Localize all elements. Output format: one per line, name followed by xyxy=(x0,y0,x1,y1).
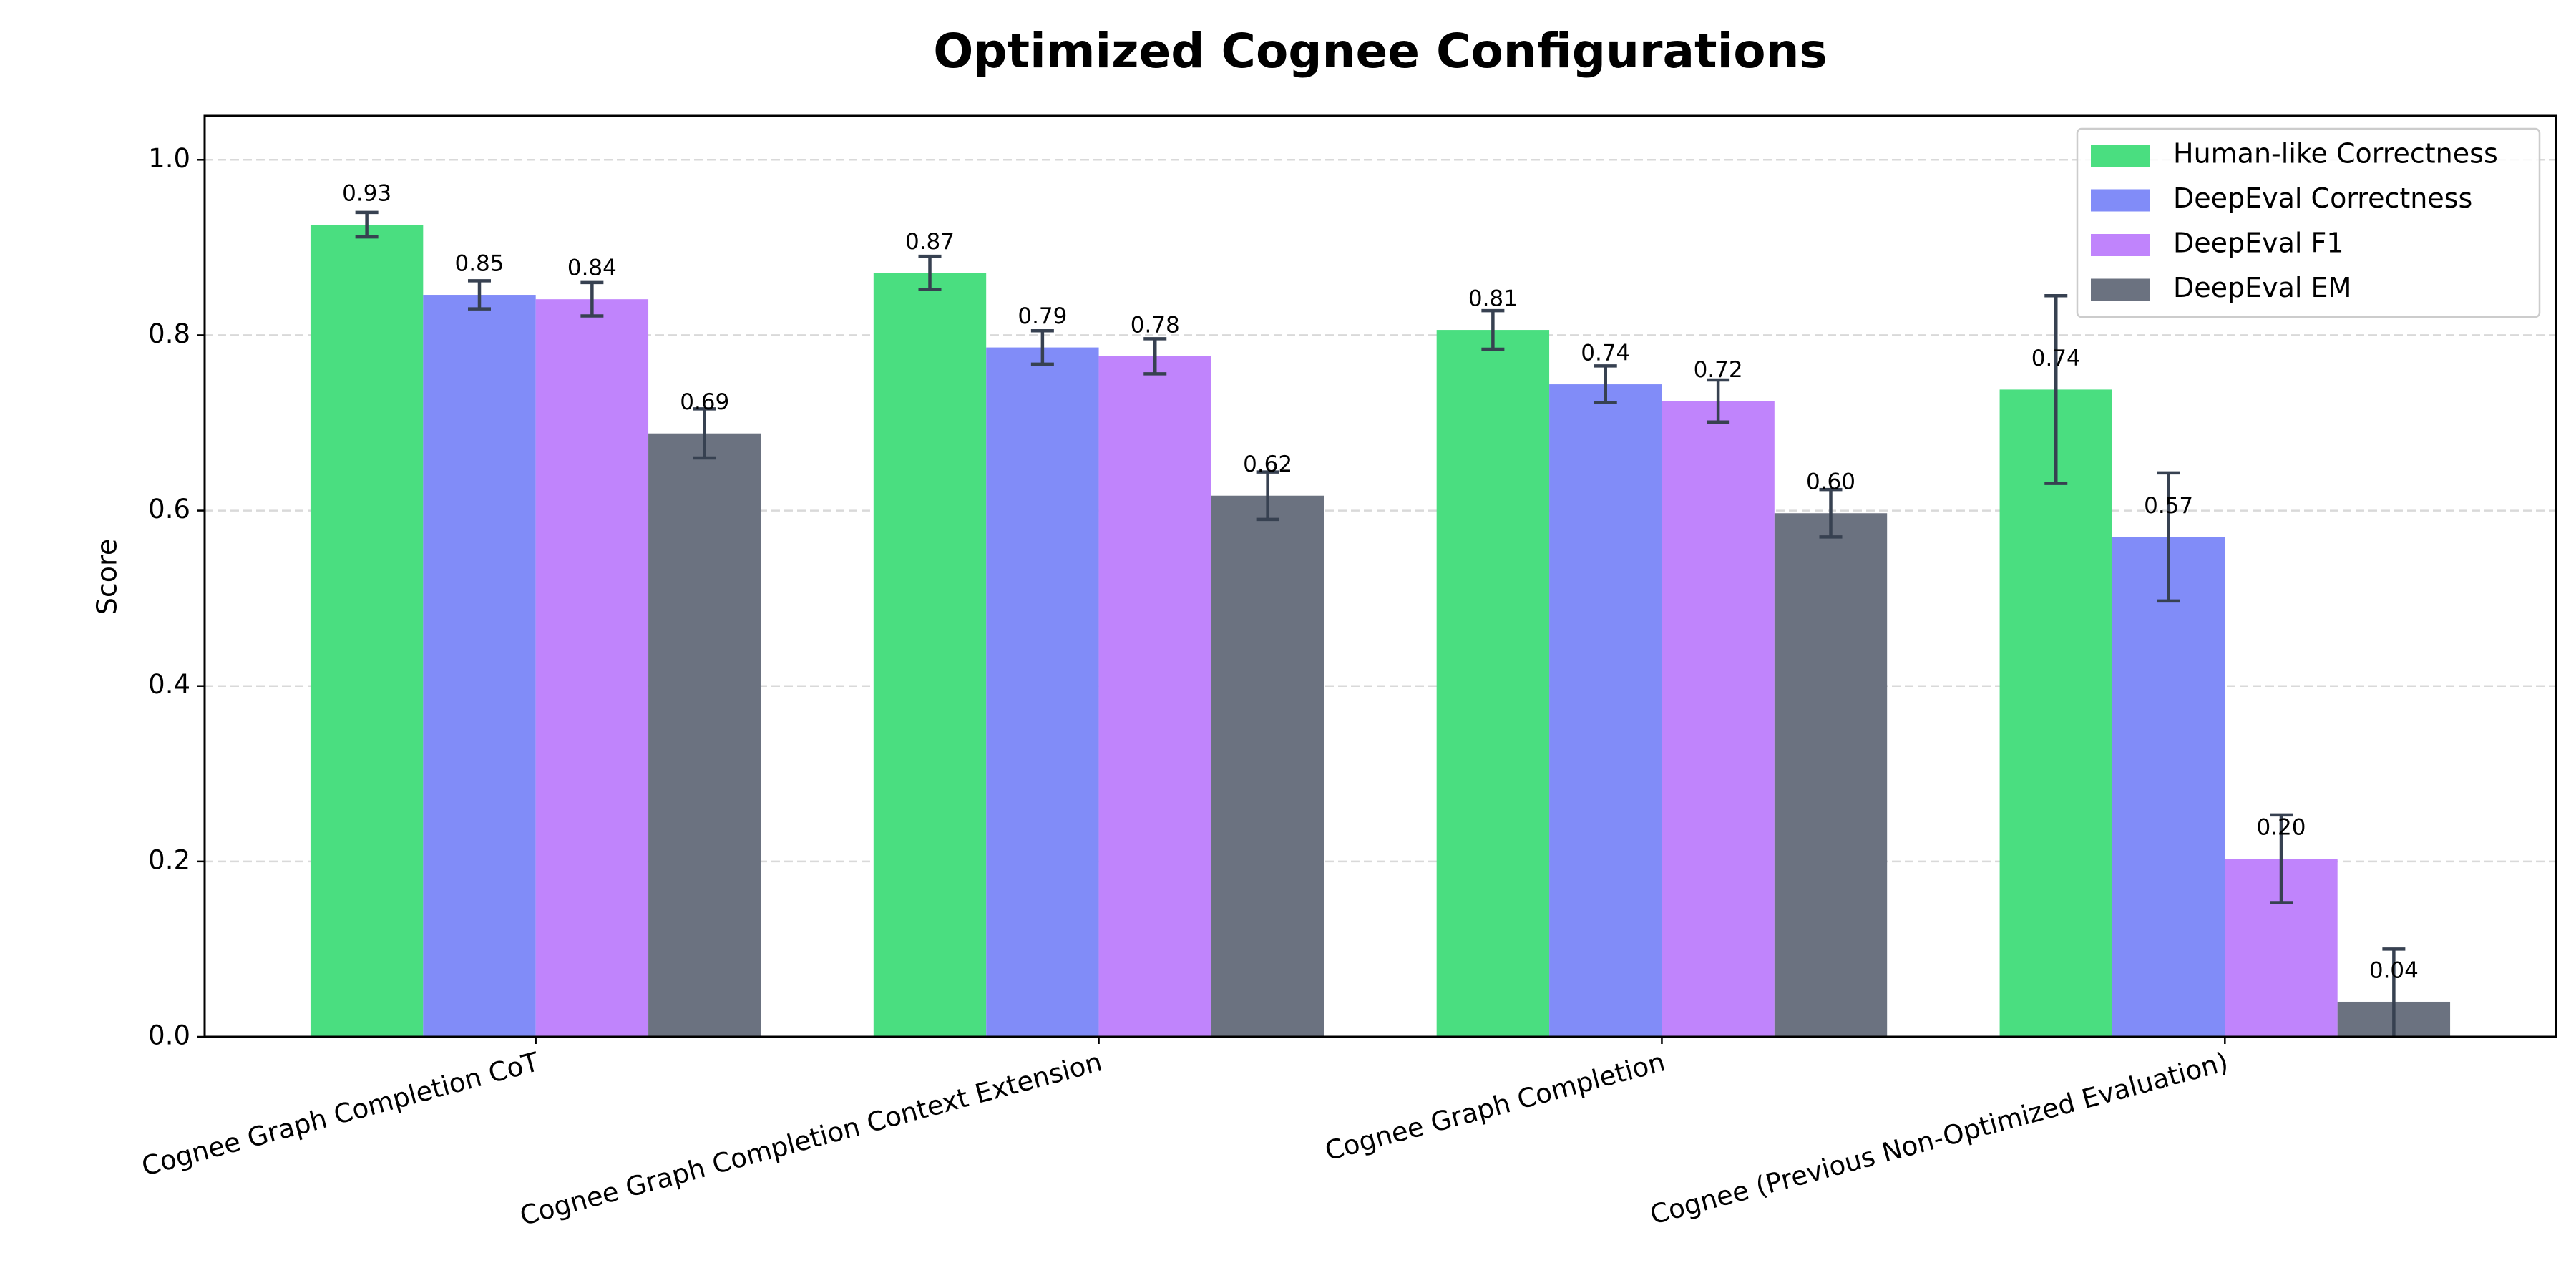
error-bar xyxy=(1256,470,1279,522)
bar xyxy=(1098,356,1211,1037)
legend-label: DeepEval F1 xyxy=(2173,228,2344,259)
value-label: 0.87 xyxy=(905,229,955,255)
bar xyxy=(1549,384,1662,1037)
bar xyxy=(310,224,424,1037)
error-bar xyxy=(2382,947,2406,1037)
bar xyxy=(1662,401,1775,1037)
x-tick-label: Cognee Graph Completion CoT xyxy=(138,1046,542,1182)
bar xyxy=(1999,389,2112,1037)
chart-title: Optimized Cognee Configurations xyxy=(933,24,1828,79)
error-bar xyxy=(918,254,942,291)
plot-area xyxy=(310,210,2451,1037)
value-label: 0.62 xyxy=(1243,452,1292,477)
value-label: 0.69 xyxy=(680,389,729,415)
legend-label: DeepEval EM xyxy=(2173,272,2351,303)
legend-box xyxy=(2076,127,2541,318)
bar xyxy=(1774,513,1888,1037)
error-bar xyxy=(1030,329,1054,366)
y-tick-label: 0.4 xyxy=(148,669,190,700)
legend-swatch xyxy=(2091,234,2150,256)
plot-frame xyxy=(203,114,2557,1038)
error-bar xyxy=(1594,364,1617,405)
value-label: 0.79 xyxy=(1018,303,1067,329)
value-label: 0.60 xyxy=(1806,469,1855,495)
legend-swatch xyxy=(2091,189,2150,212)
y-tick-label: 0.8 xyxy=(148,318,190,349)
legend-label: DeepEval Correctness xyxy=(2173,182,2472,214)
value-label: 0.72 xyxy=(1694,357,1743,383)
x-tick-label: Cognee Graph Completion xyxy=(1322,1046,1668,1166)
value-label: 0.85 xyxy=(454,251,504,277)
y-tick-label: 0.6 xyxy=(148,494,190,525)
error-bar xyxy=(2044,294,2068,485)
error-bar xyxy=(1707,378,1730,424)
bar xyxy=(1211,495,1324,1037)
bar xyxy=(1436,330,1550,1037)
bar xyxy=(535,299,649,1037)
bar xyxy=(986,347,1099,1037)
value-label: 0.20 xyxy=(2256,815,2306,841)
legend-swatch xyxy=(2091,145,2150,167)
legend-label: Human-like Correctness xyxy=(2173,138,2498,170)
error-bar xyxy=(355,210,379,239)
y-axis-label: Score xyxy=(92,539,123,615)
bar xyxy=(423,295,536,1037)
error-bar xyxy=(1143,337,1167,376)
error-bar xyxy=(693,407,716,460)
bar xyxy=(873,273,987,1037)
value-label: 0.93 xyxy=(342,180,391,206)
y-tick-label: 0.2 xyxy=(148,844,190,875)
error-bar xyxy=(2157,471,2180,603)
error-bar xyxy=(1481,308,1505,351)
bar xyxy=(2112,537,2225,1037)
value-label: 0.81 xyxy=(1468,286,1518,312)
error-bar xyxy=(2270,813,2293,904)
x-tick-label: Cognee (Previous Non-Optimized Evaluatio… xyxy=(1646,1046,2231,1230)
y-tick-label: 0.0 xyxy=(148,1020,190,1051)
legend-swatch xyxy=(2091,278,2150,301)
bar xyxy=(648,433,761,1037)
value-label: 0.57 xyxy=(2144,493,2193,519)
error-bar xyxy=(580,280,604,318)
value-label: 0.74 xyxy=(2031,346,2081,371)
error-bar xyxy=(1819,487,1843,539)
value-label: 0.78 xyxy=(1131,312,1180,338)
value-label: 0.74 xyxy=(1581,341,1630,366)
x-tick-label: Cognee Graph Completion Context Extensio… xyxy=(517,1046,1105,1231)
value-label: 0.84 xyxy=(567,255,617,281)
value-label: 0.04 xyxy=(2369,957,2419,983)
y-tick-label: 1.0 xyxy=(148,143,190,174)
error-bar xyxy=(467,279,491,311)
